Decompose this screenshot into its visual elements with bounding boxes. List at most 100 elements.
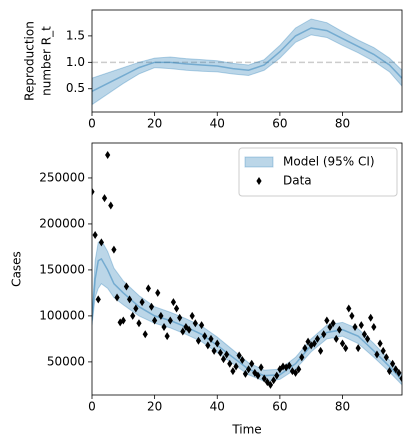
data-point: [305, 337, 311, 346]
data-point: [211, 346, 217, 355]
data-point: [336, 325, 342, 334]
data-point: [296, 365, 302, 374]
data-point: [155, 288, 161, 297]
data-point: [192, 319, 198, 328]
data-point: [139, 298, 145, 307]
data-point: [220, 355, 227, 364]
data-point: [164, 332, 170, 341]
plot-area: [92, 18, 402, 106]
y-axis-label: Reproduction: [23, 21, 37, 101]
data-point: [167, 316, 173, 325]
data-point: [308, 341, 314, 350]
data-point: [255, 371, 261, 380]
data-point: [136, 319, 142, 328]
data-point: [142, 330, 148, 339]
data-point: [158, 311, 164, 320]
data-point: [114, 293, 120, 302]
data-point: [92, 230, 98, 239]
data-point: [343, 344, 349, 353]
data-point: [217, 348, 223, 357]
data-point: [380, 346, 386, 355]
data-point: [170, 298, 177, 307]
data-point: [386, 367, 393, 376]
x-tick-label: 20: [147, 117, 162, 131]
median-line: [92, 27, 402, 93]
data-point: [148, 302, 155, 311]
x-axis-label: Time: [231, 423, 261, 437]
y-axis-label: number R_t: [40, 26, 54, 96]
y-tick-label: 100000: [39, 308, 85, 322]
axes-frame: [91, 9, 403, 113]
legend-label: Model (95% CI): [283, 155, 375, 169]
y-tick-label: 200000: [39, 216, 85, 230]
data-point: [324, 316, 330, 325]
data-point: [145, 284, 151, 293]
data-point: [339, 339, 346, 348]
data-point: [317, 346, 324, 355]
data-point: [111, 245, 117, 254]
data-point: [302, 344, 308, 353]
data-point: [239, 356, 245, 365]
data-point: [177, 313, 183, 322]
y-tick-label: 50000: [47, 354, 85, 368]
data-point: [205, 341, 211, 350]
data-point: [358, 321, 364, 330]
data-point: [352, 322, 358, 331]
data-point: [280, 362, 286, 371]
data-point: [299, 353, 305, 362]
x-tick-label: 20: [147, 400, 162, 414]
data-point: [98, 238, 104, 247]
x-tick-label: 60: [272, 400, 287, 414]
y-tick-label: 150000: [39, 262, 85, 276]
data-point: [120, 316, 126, 325]
data-point: [321, 330, 327, 339]
data-point: [390, 359, 396, 368]
axes-frame: [91, 142, 403, 396]
data-point: [252, 368, 258, 377]
data-point: [173, 304, 180, 313]
legend-box: [238, 147, 398, 197]
x-tick-label: 0: [88, 117, 96, 131]
data-point: [92, 187, 95, 196]
data-point: [383, 353, 389, 362]
data-point: [208, 334, 214, 343]
ci-band: [92, 18, 402, 106]
legend-marker: [256, 177, 262, 185]
data-point: [374, 350, 380, 359]
data-point: [327, 322, 333, 331]
data-point: [95, 295, 101, 304]
data-point: [364, 334, 371, 343]
data-point: [126, 295, 133, 304]
y-axis-label: Cases: [10, 251, 24, 287]
ci-band: [92, 239, 402, 386]
data-point: [230, 367, 236, 376]
plot-area: [92, 150, 402, 389]
data-point: [242, 369, 249, 378]
data-point: [249, 359, 255, 368]
data-point: [236, 351, 242, 360]
data-point: [271, 376, 277, 385]
data-point: [292, 368, 299, 377]
x-tick-label: 40: [210, 400, 225, 414]
data-point: [195, 336, 202, 345]
x-tick-label: 0: [88, 400, 96, 414]
data-point: [267, 380, 274, 389]
x-tick-label: 60: [272, 117, 287, 131]
data-point: [105, 150, 111, 159]
x-tick-label: 80: [335, 117, 350, 131]
legend-swatch: [244, 156, 274, 168]
data-point: [311, 339, 317, 348]
data-point: [123, 282, 130, 291]
data-point: [258, 363, 264, 372]
data-point: [333, 334, 339, 343]
data-point: [227, 359, 233, 368]
y-tick-label: 0.5: [66, 81, 85, 95]
data-point: [361, 330, 368, 339]
data-point: [180, 327, 186, 336]
data-point: [130, 311, 136, 320]
data-point: [314, 334, 321, 343]
data-point: [152, 316, 158, 325]
data-point: [261, 374, 267, 383]
